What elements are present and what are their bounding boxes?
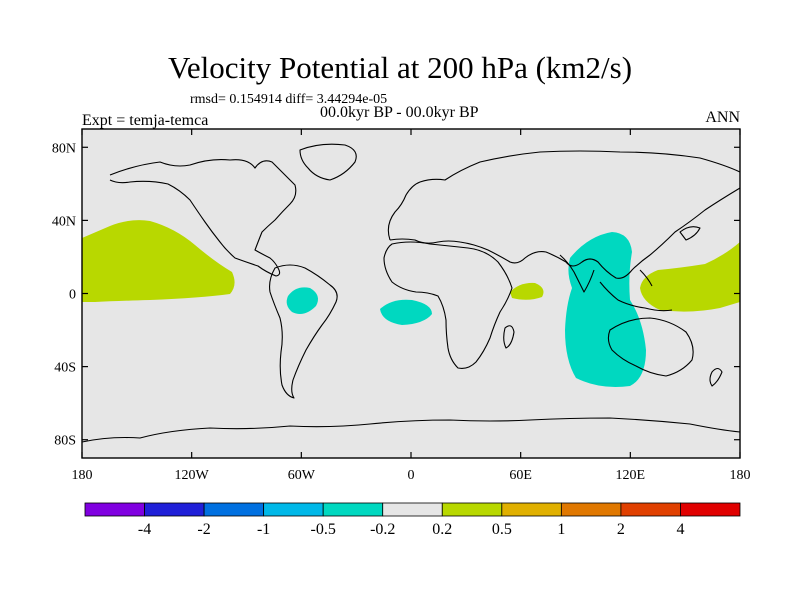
lat-tick-label: 0 <box>69 288 76 303</box>
colorbar-swatch <box>620 502 681 517</box>
colorbar-swatch <box>84 502 145 517</box>
lat-tick-label: 40N <box>52 214 76 229</box>
colorbar-label: -0.5 <box>311 521 336 538</box>
lon-tick-label: 180 <box>72 468 93 483</box>
lon-tick-label: 180 <box>730 468 751 483</box>
period-label: 00.0kyr BP - 00.0kyr BP <box>320 104 479 121</box>
colorbar-swatch <box>382 502 443 517</box>
colorbar-swatch <box>560 502 622 517</box>
lon-tick-label: 120W <box>175 468 210 483</box>
coastline-japan <box>679 226 701 241</box>
lon-tick-label: 60E <box>509 468 532 483</box>
positive-patch-east-africa <box>510 282 544 300</box>
positive-patch-west-pacific <box>640 242 740 312</box>
colorbar: -4 -2 -1 -0.5 -0.2 0.2 0.5 1 2 4 <box>84 502 741 538</box>
colorbar-label: 2 <box>617 521 625 538</box>
colorbar-label: -2 <box>197 521 210 538</box>
colorbar-swatch <box>322 502 384 517</box>
coastlines <box>81 143 741 443</box>
coastline-southeast-asia-islands <box>599 269 673 312</box>
colorbar-swatch <box>263 502 324 517</box>
season-label: ANN <box>705 109 740 126</box>
colorbar-label: 1 <box>557 521 565 538</box>
colorbar-swatch <box>144 502 205 517</box>
coastline-north-america <box>109 159 297 277</box>
colorbar-swatch <box>441 502 503 517</box>
coastline-madagascar <box>503 325 515 349</box>
coastline-new-zealand <box>709 367 723 387</box>
map-axes: 80N 40N 0 40S 80S 180 120W 60W 0 60E 120E 180 <box>52 129 751 483</box>
coastline-greenland <box>299 143 357 181</box>
colorbar-label: -1 <box>257 521 270 538</box>
coastline-south-america <box>269 264 338 399</box>
negative-patch-indian-ocean <box>565 232 646 387</box>
lon-tick-label: 120E <box>616 468 646 483</box>
coastline-india <box>559 254 595 293</box>
colorbar-label: -0.2 <box>370 521 395 538</box>
lat-tick-label: 80S <box>54 434 76 449</box>
coastline-africa <box>383 241 513 369</box>
colorbar-swatch <box>501 502 562 517</box>
colorbar-swatch <box>203 502 265 517</box>
negative-patch-atlantic <box>380 299 432 325</box>
colorbar-label: 0.5 <box>492 521 512 538</box>
coastline-antarctica <box>81 417 741 443</box>
colorbar-label: -4 <box>138 521 151 538</box>
coastline-australia <box>607 317 694 377</box>
anomaly-patches <box>82 220 740 387</box>
lat-tick-label: 40S <box>54 361 76 376</box>
colorbar-label: 0.2 <box>432 521 452 538</box>
negative-patch-amazon <box>286 287 318 314</box>
lon-tick-label: 60W <box>288 468 316 483</box>
colorbar-swatch <box>680 502 741 517</box>
colorbar-label: 4 <box>676 521 684 538</box>
lon-tick-label: 0 <box>408 468 415 483</box>
positive-patch-east-pacific <box>82 220 235 302</box>
stats-text: rmsd= 0.154914 diff= 3.44294e-05 <box>190 92 388 107</box>
lat-tick-label: 80N <box>52 141 76 156</box>
coastline-europe-asia <box>387 150 741 279</box>
experiment-label: Expt = temja-temca <box>82 112 209 129</box>
plot-title: Velocity Potential at 200 hPa (km2/s) <box>167 50 633 85</box>
